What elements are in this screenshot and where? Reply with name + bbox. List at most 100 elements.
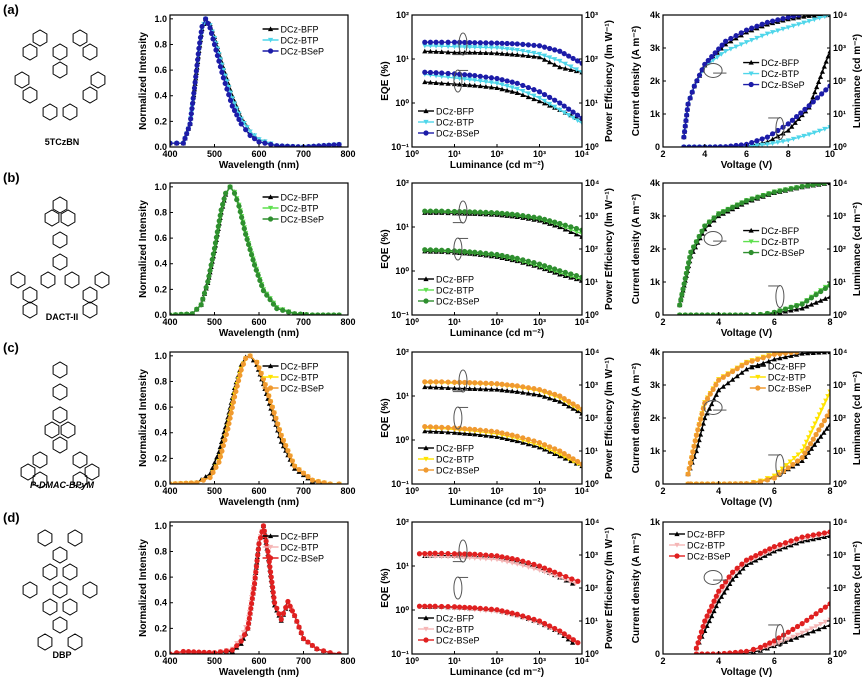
- series-dcz-bsep-right-point: [725, 206, 731, 213]
- legend-item: DCz-BTP: [669, 541, 725, 551]
- series-dcz-btp-left-point: [801, 444, 807, 450]
- y2-tick-label: 10⁴: [833, 517, 847, 527]
- series-dcz-bsep-left-point: [794, 114, 800, 120]
- x-axis-label: Luminance (cd m⁻²): [450, 160, 544, 171]
- series-dcz-bsep-right-point: [509, 254, 515, 261]
- ring-icon: [60, 421, 76, 439]
- series-dcz-bfp-right-point: [445, 81, 451, 86]
- series-dcz-btp-left-point: [791, 455, 797, 461]
- series-dcz-bsep-point: [269, 404, 275, 410]
- series-dcz-bsep-point: [253, 569, 259, 575]
- series-dcz-bsep-point: [218, 207, 224, 213]
- y-tick-label: 0.8: [154, 546, 167, 556]
- series-dcz-bsep-point: [260, 523, 267, 529]
- ring-icon: [94, 271, 110, 289]
- y2-tick-label: 10¹: [585, 446, 598, 456]
- series-dcz-bsep-right-point: [433, 424, 439, 430]
- series-dcz-bsep-point: [203, 16, 209, 22]
- series-dcz-bsep-right-point: [573, 272, 580, 279]
- series-dcz-bfp-left-point: [808, 301, 815, 307]
- ring-icon: [40, 271, 56, 289]
- series-dcz-bsep-right-point: [504, 609, 510, 615]
- series-dcz-bsep-left-point: [710, 481, 716, 484]
- series-dcz-bsep-point: [201, 649, 207, 654]
- x-axis-label: Wavelength (nm): [219, 667, 299, 678]
- series-dcz-bsep-point: [213, 47, 219, 53]
- series-dcz-bsep-right-point: [525, 84, 531, 91]
- series-dcz-bsep-right-point: [561, 451, 567, 457]
- axis-indicator-ellipse: [458, 539, 468, 563]
- series-dcz-bfp-left-point: [821, 430, 827, 435]
- series-dcz-btp-right-point: [557, 107, 563, 113]
- x-axis-label: Wavelength (nm): [219, 160, 299, 171]
- x-tick-label: 10³: [533, 149, 546, 159]
- legend-marker-icon: [423, 119, 429, 125]
- series-dcz-bsep-point: [247, 247, 253, 253]
- series-dcz-btp-right-point: [494, 81, 500, 86]
- series-dcz-bfp-left-point: [520, 389, 526, 395]
- series-dcz-bsep-point: [234, 197, 240, 203]
- series-dcz-bsep-left-point: [807, 441, 814, 447]
- series-dcz-bsep-right-point: [438, 603, 445, 610]
- y-tick-label: 1k: [650, 446, 661, 456]
- series-dcz-bsep-left-point: [531, 214, 537, 220]
- series-dcz-bsep-right-point: [494, 429, 500, 435]
- series-dcz-bfp-left-point: [568, 67, 574, 72]
- series-dcz-bsep-point: [237, 209, 243, 215]
- chart-d-jv: 2 4 6 8 0 1k 10⁰ 10¹ 10² 10³ 10⁴ Voltage (V) Current…: [631, 517, 863, 678]
- series-dcz-bsep-point: [240, 220, 246, 226]
- series-dcz-bfp-left-point: [499, 387, 505, 393]
- series-dcz-bsep-right-point: [561, 103, 567, 109]
- series-dcz-bsep-point: [251, 585, 257, 592]
- series-dcz-bsep-left-point: [813, 431, 819, 438]
- series-dcz-bsep-left-point: [422, 379, 428, 385]
- series-dcz-bsep-right-point: [794, 352, 800, 355]
- series-dcz-btp-left-point: [509, 560, 515, 566]
- series-dcz-bsep-left-point: [712, 144, 718, 147]
- ring-icon: [52, 253, 68, 271]
- series-dcz-bsep-point: [325, 312, 332, 315]
- series-dcz-bsep-left-point: [467, 209, 473, 215]
- series-dcz-bsep-left-point: [488, 380, 495, 387]
- series-dcz-btp-left-point: [827, 617, 830, 623]
- series-dcz-bsep-right-point: [729, 204, 736, 210]
- series-dcz-bsep-right-point: [766, 353, 772, 359]
- series-dcz-bsep-right-point: [682, 123, 688, 129]
- series-dcz-bsep-point: [331, 142, 337, 147]
- series-dcz-bsep-left-point: [433, 208, 439, 214]
- series-dcz-bsep-right-point: [771, 352, 777, 357]
- series-dcz-bsep-right-point: [799, 534, 805, 540]
- axis-indicator-ellipse: [703, 230, 723, 246]
- series-dcz-bsep-right-point: [702, 400, 708, 406]
- series-dcz-bsep-right-point: [499, 430, 505, 436]
- series-dcz-bsep-left-point: [536, 215, 543, 221]
- series-dcz-bsep-right-point: [566, 453, 572, 459]
- series-dcz-bsep-right-point: [439, 247, 445, 253]
- series-dcz-bfp-right-point: [749, 364, 755, 370]
- series-dcz-bsep-left-point: [798, 110, 804, 116]
- legend-item: DCz-BSeP: [669, 552, 731, 562]
- series-dcz-bsep-left-point: [822, 285, 828, 292]
- series-dcz-bsep-left-point: [566, 53, 572, 59]
- y-tick-label: 0: [655, 310, 660, 320]
- series-dcz-bsep-point: [246, 241, 252, 248]
- series-dcz-bsep-left-point: [483, 209, 489, 215]
- y2-tick-label: 10⁰: [585, 142, 599, 152]
- x-tick-label: 2: [660, 656, 665, 666]
- y2-tick-label: 10¹: [585, 277, 598, 287]
- y2-tick-label: 10³: [833, 550, 846, 560]
- series-group: [170, 16, 342, 147]
- x-tick-label: 800: [340, 317, 355, 327]
- series-dcz-bsep-right-point: [570, 456, 576, 462]
- series-dcz-bfp-left-point: [814, 84, 820, 90]
- series-dcz-bsep-point: [255, 552, 261, 558]
- ring-icon: [62, 598, 78, 616]
- series-dcz-bsep-point: [213, 464, 219, 470]
- series-dcz-bfp-left-point: [794, 306, 800, 312]
- y-tick-label: 2k: [650, 244, 661, 254]
- series-dcz-bsep-right-point: [504, 253, 510, 260]
- series-dcz-bsep-point: [194, 62, 200, 68]
- legend-item: DCz-BFP: [262, 25, 319, 35]
- series-dcz-bfp-left-point: [557, 398, 563, 404]
